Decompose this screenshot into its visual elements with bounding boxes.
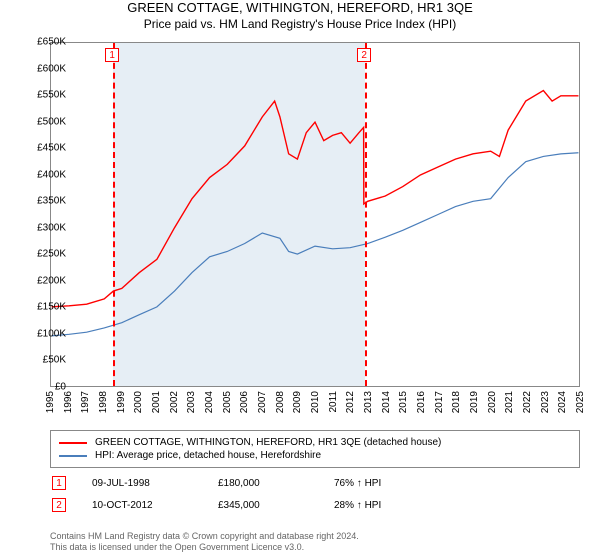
sale-point-row: 1 09-JUL-1998 £180,000 76% ↑ HPI	[50, 476, 580, 490]
y-axis-tick: £200K	[37, 275, 66, 286]
x-axis-tick: 2007	[257, 391, 268, 413]
footer-attribution: Contains HM Land Registry data © Crown c…	[50, 531, 359, 554]
y-axis-tick: £100K	[37, 328, 66, 339]
legend-series-row: HPI: Average price, detached house, Here…	[59, 450, 571, 461]
x-axis-tick: 1998	[98, 391, 109, 413]
y-axis-tick: £550K	[37, 90, 66, 101]
y-axis-tick: £600K	[37, 63, 66, 74]
sale-point-marker: 2	[52, 498, 66, 512]
sale-date: 10-OCT-2012	[92, 500, 192, 511]
sale-price: £345,000	[218, 500, 308, 511]
x-axis-tick: 1996	[63, 391, 74, 413]
x-axis-tick: 2017	[434, 391, 445, 413]
legend: GREEN COTTAGE, WITHINGTON, HEREFORD, HR1…	[50, 430, 580, 512]
y-axis-tick: £150K	[37, 302, 66, 313]
y-axis-tick: £300K	[37, 222, 66, 233]
sale-hpi-delta: 28% ↑ HPI	[334, 500, 381, 511]
legend-swatch	[59, 442, 87, 444]
y-axis-tick: £350K	[37, 196, 66, 207]
legend-label: HPI: Average price, detached house, Here…	[95, 450, 321, 461]
legend-series-row: GREEN COTTAGE, WITHINGTON, HEREFORD, HR1…	[59, 437, 571, 448]
x-axis-tick: 2022	[522, 391, 533, 413]
legend-label: GREEN COTTAGE, WITHINGTON, HEREFORD, HR1…	[95, 437, 441, 448]
x-axis-tick: 2002	[169, 391, 180, 413]
footer-line-2: This data is licensed under the Open Gov…	[50, 542, 359, 554]
x-axis-tick: 2013	[363, 391, 374, 413]
series-line	[52, 91, 579, 307]
x-axis-tick: 2023	[540, 391, 551, 413]
x-axis-tick: 2003	[186, 391, 197, 413]
sale-hpi-delta: 76% ↑ HPI	[334, 478, 381, 489]
x-axis-tick: 2000	[133, 391, 144, 413]
sale-marker-label: 1	[105, 48, 119, 62]
x-axis-tick: 2008	[275, 391, 286, 413]
sale-point-row: 2 10-OCT-2012 £345,000 28% ↑ HPI	[50, 498, 580, 512]
x-axis-tick: 1997	[80, 391, 91, 413]
chart-subtitle: Price paid vs. HM Land Registry's House …	[0, 17, 600, 31]
series-line	[52, 153, 579, 336]
x-axis-tick: 1995	[45, 391, 56, 413]
x-axis-tick: 2018	[451, 391, 462, 413]
sale-price: £180,000	[218, 478, 308, 489]
y-axis-tick: £450K	[37, 143, 66, 154]
chart-svg	[51, 43, 579, 386]
y-axis-tick: £650K	[37, 37, 66, 48]
footer-line-1: Contains HM Land Registry data © Crown c…	[50, 531, 359, 543]
series-legend: GREEN COTTAGE, WITHINGTON, HEREFORD, HR1…	[50, 430, 580, 468]
sale-marker-label: 2	[357, 48, 371, 62]
chart-title: GREEN COTTAGE, WITHINGTON, HEREFORD, HR1…	[0, 0, 600, 15]
x-axis-tick: 1999	[116, 391, 127, 413]
x-axis-tick: 2006	[239, 391, 250, 413]
x-axis-tick: 2024	[557, 391, 568, 413]
x-axis-tick: 2015	[398, 391, 409, 413]
x-axis-tick: 2005	[222, 391, 233, 413]
sale-marker-line	[113, 43, 115, 386]
sale-date: 09-JUL-1998	[92, 478, 192, 489]
x-axis-tick: 2009	[292, 391, 303, 413]
sale-marker-line	[365, 43, 367, 386]
x-axis-tick: 2012	[345, 391, 356, 413]
x-axis-tick: 2020	[487, 391, 498, 413]
sale-point-marker: 1	[52, 476, 66, 490]
x-axis-tick: 2025	[575, 391, 586, 413]
y-axis-tick: £50K	[43, 355, 66, 366]
y-axis-tick: £400K	[37, 169, 66, 180]
x-axis-tick: 2016	[416, 391, 427, 413]
legend-swatch	[59, 455, 87, 457]
chart-plot-area	[50, 42, 580, 387]
x-axis-tick: 2004	[204, 391, 215, 413]
x-axis-tick: 2010	[310, 391, 321, 413]
x-axis-tick: 2011	[328, 391, 339, 413]
x-axis-tick: 2001	[151, 391, 162, 413]
x-axis-tick: 2014	[381, 391, 392, 413]
x-axis-tick: 2019	[469, 391, 480, 413]
y-axis-tick: £250K	[37, 249, 66, 260]
x-axis-tick: 2021	[504, 391, 515, 413]
y-axis-tick: £500K	[37, 116, 66, 127]
